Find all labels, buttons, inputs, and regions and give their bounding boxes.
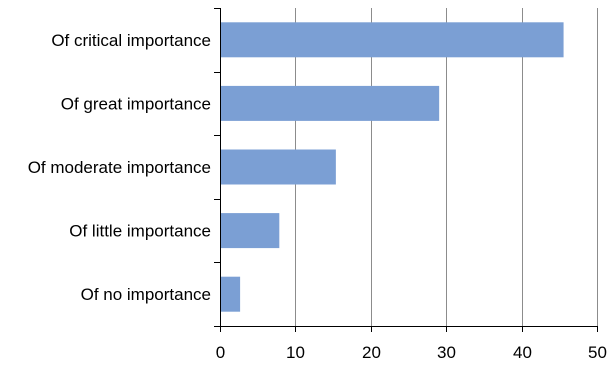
category-label-4: Of no importance <box>81 285 211 304</box>
bars <box>220 22 564 312</box>
x-tick-label-20: 20 <box>362 343 381 362</box>
x-tick-label-30: 30 <box>437 343 456 362</box>
category-label-1: Of great importance <box>61 94 211 113</box>
x-tick-label-50: 50 <box>588 343 607 362</box>
bar-3 <box>220 213 280 249</box>
gridlines <box>295 8 598 326</box>
labels: 0 10 20 30 40 50 Of critical importance Of grea… <box>28 31 607 362</box>
bar-2 <box>220 149 336 185</box>
bar-4 <box>220 276 241 312</box>
axes <box>214 8 598 332</box>
category-label-3: Of little importance <box>69 222 211 241</box>
x-tick-label-0: 0 <box>216 343 225 362</box>
x-tick-label-40: 40 <box>513 343 532 362</box>
bar-0 <box>220 22 564 58</box>
category-label-2: Of moderate importance <box>28 158 211 177</box>
category-label-0: Of critical importance <box>51 31 211 50</box>
x-tick-label-10: 10 <box>286 343 305 362</box>
bar-1 <box>220 85 440 121</box>
